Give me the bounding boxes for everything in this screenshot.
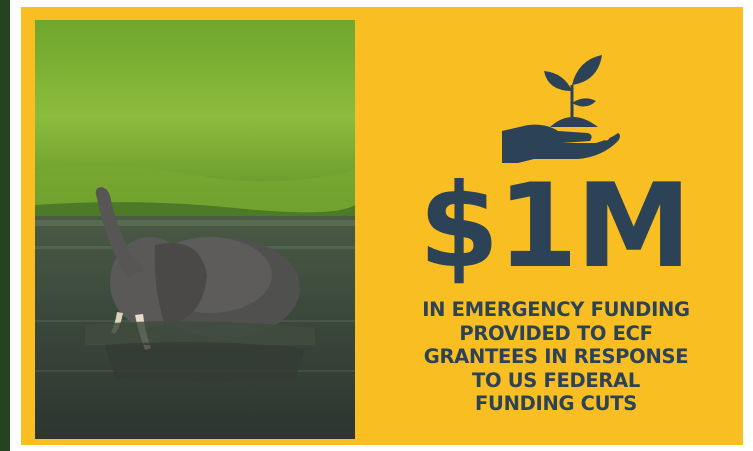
funding-panel: $1M IN EMERGENCY FUNDING PROVIDED TO ECF… [21, 7, 743, 445]
funding-amount: $1M [418, 159, 692, 294]
caption-line: IN EMERGENCY FUNDING [422, 298, 690, 321]
caption-line: GRANTEES IN RESPONSE [423, 345, 689, 368]
elephant-photo [35, 20, 355, 439]
caption-line: TO US FEDERAL [471, 368, 641, 392]
funding-caption: IN EMERGENCY FUNDING PROVIDED TO ECF GRA… [383, 298, 729, 416]
side-strip [0, 0, 10, 451]
caption-line: PROVIDED TO ECF [459, 321, 653, 345]
caption-line: FUNDING CUTS [475, 392, 637, 415]
hand-holding-seedling-icon [498, 45, 622, 163]
